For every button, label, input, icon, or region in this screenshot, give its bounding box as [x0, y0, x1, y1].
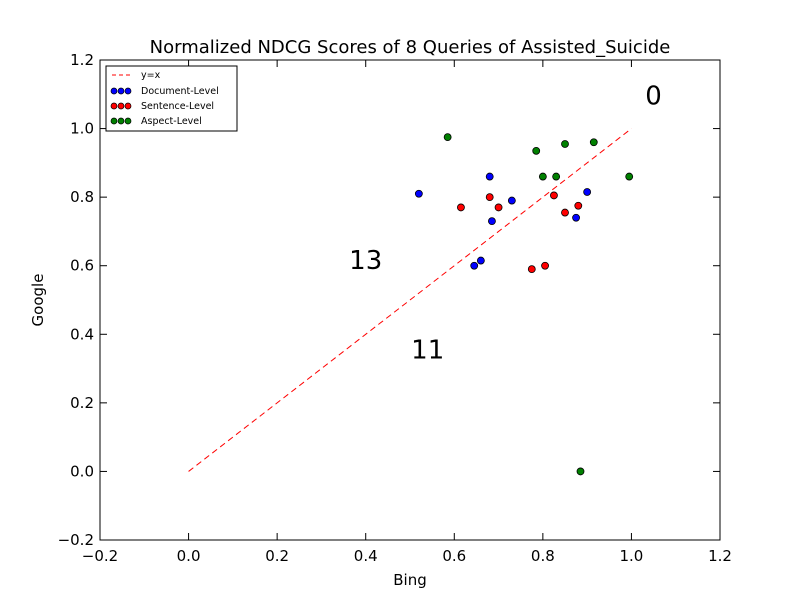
data-point-document-level — [476, 256, 485, 265]
plot-area: −0.2 0.0 0.2 0.4 0.6 0.8 1.0 1.2 −0.2 0.0 0.2 0.4 0.… — [58, 51, 732, 565]
data-point-document-level — [414, 189, 423, 198]
legend: y=x Document-Level Sentence-Level Aspect-Le… — [105, 65, 238, 132]
legend-swatch-marker — [124, 102, 132, 110]
legend-swatch-marker — [117, 102, 125, 110]
data-point-aspect-level — [532, 146, 541, 155]
legend-entry-label: Sentence-Level — [141, 101, 214, 112]
data-point-aspect-level — [625, 172, 634, 181]
y-tick-label: 1.0 — [70, 120, 94, 138]
y-tick-label: 0.2 — [70, 394, 94, 412]
legend-entry-label: Document-Level — [141, 86, 219, 97]
legend-swatch-marker — [110, 102, 118, 110]
y-tick-label: 0.8 — [70, 188, 94, 206]
y-tick-label: 0.6 — [70, 257, 94, 275]
data-point-aspect-level — [576, 467, 585, 476]
annotation-label: 11 — [411, 335, 444, 365]
legend-swatch-marker — [124, 87, 132, 95]
legend-swatch-marker — [117, 87, 125, 95]
data-point-sentence-level — [561, 208, 569, 217]
x-tick-label: 1.0 — [619, 547, 643, 565]
legend-swatch-marker — [110, 87, 118, 95]
data-point-document-level — [488, 217, 496, 226]
data-point-sentence-level — [550, 191, 558, 200]
data-point-document-level — [583, 188, 592, 196]
y-axis-label: Google — [29, 274, 47, 327]
y-tick-label: 0.0 — [70, 462, 94, 480]
legend-swatch-marker — [124, 117, 132, 125]
data-point-aspect-level — [538, 172, 547, 181]
data-point-sentence-level — [494, 203, 503, 212]
reference-line-y-equals-x — [188, 128, 632, 472]
x-tick-label: 0.6 — [442, 547, 466, 565]
x-tick-label: 1.2 — [708, 547, 732, 565]
data-point-sentence-level — [541, 261, 549, 270]
legend-swatch-marker — [110, 117, 118, 125]
data-point-document-level — [470, 261, 479, 270]
data-point-sentence-level — [457, 203, 465, 212]
x-tick-label: 0.0 — [177, 547, 201, 565]
y-tick-label: 1.2 — [70, 51, 94, 69]
data-point-sentence-level — [527, 265, 536, 274]
data-point-document-level — [507, 196, 516, 205]
data-point-sentence-level — [485, 193, 494, 202]
plot-frame — [99, 59, 721, 541]
legend-entry-label: y=x — [141, 70, 161, 81]
annotation-label: 13 — [349, 246, 382, 276]
y-tick-label: 0.4 — [70, 325, 94, 343]
data-point-aspect-level — [552, 172, 561, 181]
data-point-aspect-level — [561, 140, 569, 148]
x-tick-label: 0.2 — [265, 547, 289, 565]
x-tick-label: −0.2 — [82, 547, 118, 565]
legend-entry-label: Aspect-Level — [141, 116, 202, 127]
data-point-document-level — [572, 213, 580, 222]
annotation-label: 0 — [645, 82, 662, 112]
x-tick-label: 0.4 — [354, 547, 378, 565]
chart-title: Normalized NDCG Scores of 8 Queries of A… — [150, 37, 671, 58]
data-point-sentence-level — [574, 201, 583, 210]
legend-swatch-marker — [117, 117, 125, 125]
y-tick-label: −0.2 — [58, 531, 94, 549]
data-point-aspect-level — [443, 133, 452, 142]
data-point-aspect-level — [589, 138, 598, 147]
x-axis-label: Bing — [393, 571, 427, 589]
data-point-document-level — [485, 172, 494, 181]
x-tick-label: 0.8 — [531, 547, 555, 565]
